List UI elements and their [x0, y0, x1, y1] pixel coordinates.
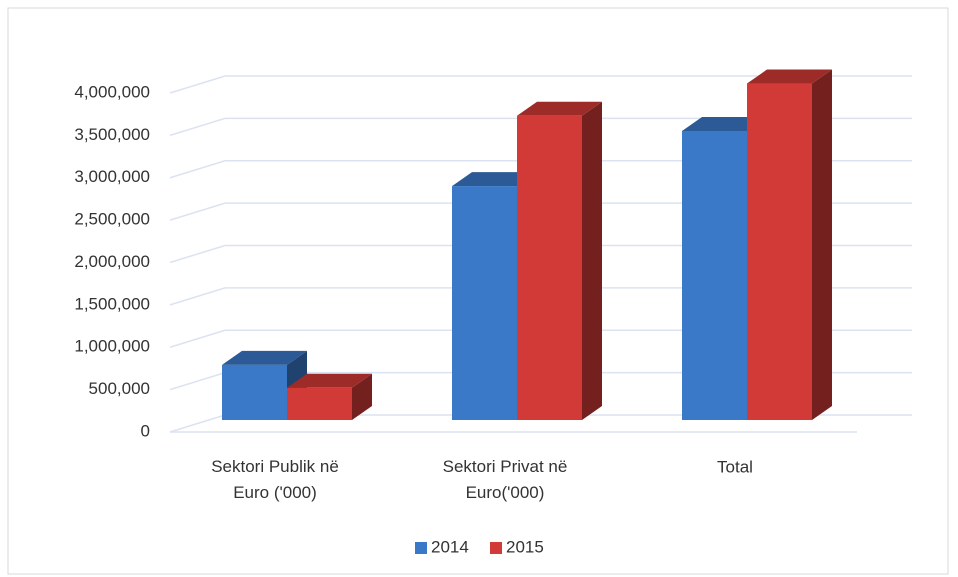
bar-front	[452, 186, 517, 420]
legend-swatch	[490, 542, 502, 554]
bar-side	[812, 69, 832, 420]
x-tick-label: Sektori Publik në Euro ('000)	[211, 457, 339, 502]
y-tick-label: 4,000,000	[74, 82, 150, 101]
legend-label: 2014	[431, 537, 469, 556]
bar	[517, 101, 602, 420]
y-tick-label: 2,000,000	[74, 252, 150, 271]
bar-front	[222, 364, 287, 420]
bar-top	[747, 69, 832, 84]
legend-label: 2015	[506, 537, 544, 556]
bar-front	[747, 83, 812, 420]
y-tick-label: 1,000,000	[74, 337, 150, 356]
y-tick-label: 2,500,000	[74, 210, 150, 229]
bar	[222, 350, 307, 420]
x-tick-label: Sektori Privat në Euro('000)	[443, 457, 568, 502]
y-tick-label: 500,000	[89, 379, 150, 398]
bar-top	[452, 172, 537, 187]
x-tick-label: Total	[717, 457, 753, 476]
bar-front	[287, 387, 352, 420]
y-tick-label: 3,500,000	[74, 125, 150, 144]
bar-top	[222, 350, 307, 365]
legend-swatch	[415, 542, 427, 554]
bar-top	[287, 373, 372, 388]
bar-front	[682, 131, 747, 420]
bar-front	[517, 115, 582, 420]
y-tick-label: 1,500,000	[74, 294, 150, 313]
bar-top	[682, 117, 767, 132]
bar-top	[517, 101, 602, 116]
bar	[287, 373, 372, 420]
y-tick-label: 0	[141, 421, 150, 440]
bar	[747, 69, 832, 420]
grid-line	[169, 117, 912, 137]
grid-line	[169, 75, 912, 94]
bar-side	[582, 101, 602, 420]
bar-side	[352, 373, 372, 420]
y-tick-label: 3,000,000	[74, 167, 150, 186]
